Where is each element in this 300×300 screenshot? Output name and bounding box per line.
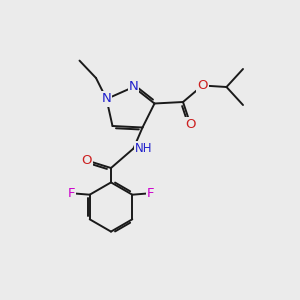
Text: F: F — [147, 187, 155, 200]
Text: N: N — [102, 92, 111, 106]
Text: O: O — [197, 79, 208, 92]
Text: O: O — [82, 154, 92, 167]
Text: O: O — [185, 118, 196, 131]
Text: NH: NH — [135, 142, 152, 155]
Text: F: F — [67, 187, 75, 200]
Text: N: N — [129, 80, 138, 94]
